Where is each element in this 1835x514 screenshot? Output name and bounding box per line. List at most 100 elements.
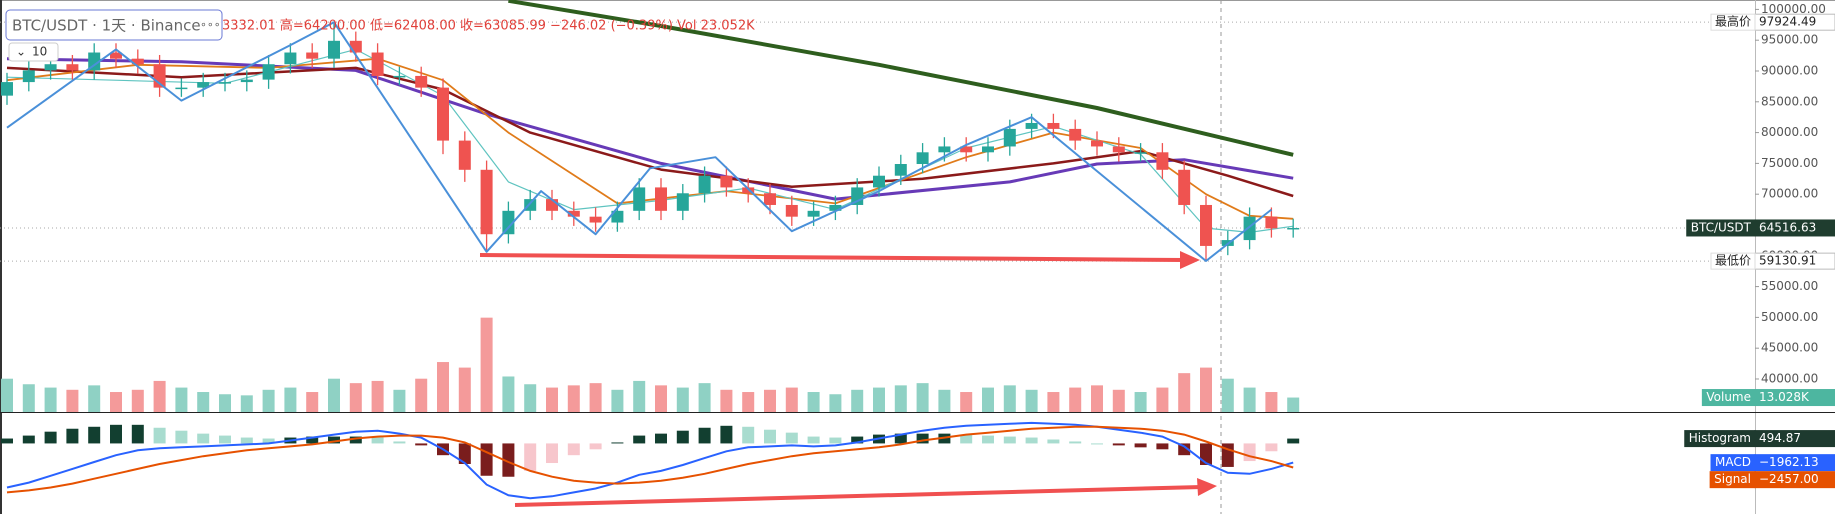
- histogram-bar: [219, 435, 231, 444]
- volume-bar: [44, 387, 57, 412]
- tag-label: Volume: [1706, 390, 1751, 404]
- candle-body: [1047, 122, 1060, 129]
- volume-bar: [1243, 387, 1256, 412]
- histogram-bar: [1025, 437, 1038, 444]
- symbol-box[interactable]: [5, 9, 223, 41]
- volume-bar: [655, 385, 667, 412]
- candle-body: [458, 140, 471, 170]
- y-tick-label: 85000.00: [1761, 94, 1818, 108]
- volume-bar: [1003, 385, 1016, 412]
- histogram-bar: [916, 433, 929, 444]
- candle-body: [197, 82, 210, 88]
- volume-bar: [764, 389, 776, 412]
- volume-bar: [66, 389, 79, 412]
- candle-body: [698, 175, 711, 194]
- moving-average: [508, 0, 1294, 157]
- histogram-bar: [567, 443, 580, 456]
- value-tag-text: 13.028K: [1759, 390, 1810, 404]
- candle-body: [720, 175, 733, 188]
- candle-body: [611, 210, 624, 223]
- candle-body: [66, 64, 79, 71]
- volume-bar: [306, 392, 319, 412]
- volume-bar: [851, 389, 864, 412]
- volume-bar: [676, 387, 689, 412]
- volume-bar: [502, 376, 515, 412]
- histogram-bar: [458, 443, 471, 464]
- volume-bar: [328, 378, 340, 412]
- histogram-bar: [764, 429, 776, 444]
- y-tick-label: 55000.00: [1761, 279, 1818, 293]
- value-tag-text: −1962.13: [1759, 455, 1819, 469]
- histogram-bar: [349, 436, 362, 444]
- tag-label-box: [1710, 13, 1756, 31]
- candle-body: [1025, 122, 1038, 129]
- histogram-bar: [371, 437, 384, 444]
- volume-bar: [1221, 378, 1234, 412]
- candle-body: [938, 146, 951, 153]
- volume-bar: [262, 389, 275, 412]
- y-tick-label: 95000.00: [1761, 33, 1818, 47]
- histogram-bar: [197, 433, 210, 444]
- volume-bar: [785, 387, 798, 412]
- histogram-bar: [1003, 436, 1016, 444]
- volume-bar: [22, 384, 35, 412]
- tag-label: Histogram: [1689, 431, 1751, 445]
- histogram-bar: [415, 443, 428, 446]
- candle-body: [131, 58, 144, 65]
- tag-label-box: [1710, 454, 1756, 472]
- y-tick-label: 80000.00: [1761, 125, 1818, 139]
- candle-body: [1265, 216, 1278, 229]
- candle-body: [764, 193, 776, 205]
- indicator-toggle[interactable]: [8, 42, 59, 62]
- indicator-count: ⌄: [16, 45, 26, 59]
- candle-body: [873, 175, 885, 188]
- tag-label: BTC/USDT: [1691, 220, 1752, 234]
- histogram-bar: [655, 433, 667, 444]
- histogram-bar: [785, 432, 798, 444]
- histogram-bar: [88, 426, 101, 444]
- candle-body: [1134, 152, 1147, 154]
- volume-bar: [807, 392, 820, 412]
- volume-bar: [480, 317, 493, 412]
- volume-bar: [1265, 392, 1278, 412]
- candle-body: [371, 52, 384, 76]
- candle-body: [328, 40, 340, 59]
- volume-bar: [1178, 373, 1191, 412]
- candle-body: [480, 169, 493, 235]
- histogram-bar: [153, 427, 166, 444]
- candle-body: [415, 75, 428, 88]
- histogram-bar: [1134, 443, 1147, 448]
- candle-body: [676, 193, 689, 211]
- histogram-bar: [480, 443, 493, 476]
- macd-line: [6, 421, 1294, 500]
- volume-bar: [393, 389, 406, 412]
- histogram-bar: [742, 426, 755, 444]
- candle-body: [22, 70, 35, 83]
- histogram-bar: [1287, 438, 1300, 444]
- candle-body: [284, 52, 297, 65]
- histogram-bar: [66, 428, 79, 444]
- volume-bar: [1112, 389, 1125, 412]
- volume-bar: [546, 387, 558, 412]
- candle-body: [175, 87, 188, 90]
- tag-label: Signal: [1714, 472, 1751, 486]
- volume-bar: [829, 394, 842, 412]
- candle-body: [567, 210, 580, 217]
- tag-label-box: [1701, 389, 1756, 407]
- candle-body: [1287, 227, 1300, 230]
- tag-label-box: [1684, 430, 1756, 448]
- value-tag-text: 494.87: [1759, 431, 1801, 445]
- candle-body: [1243, 216, 1256, 241]
- symbol: BTC/USDT · 1天 · Binance: [12, 17, 201, 35]
- volume-bar: [284, 387, 297, 412]
- volume-bar: [873, 387, 885, 412]
- volume-bar: [611, 389, 624, 412]
- more-icon: ∘∘∘: [200, 18, 221, 31]
- candle-body: [393, 75, 406, 78]
- tag-label: MACD: [1715, 455, 1751, 469]
- histogram-bar: [502, 443, 515, 477]
- histogram-bar: [960, 434, 973, 444]
- histogram-bar: [676, 430, 689, 444]
- arrow-head: [1197, 478, 1217, 496]
